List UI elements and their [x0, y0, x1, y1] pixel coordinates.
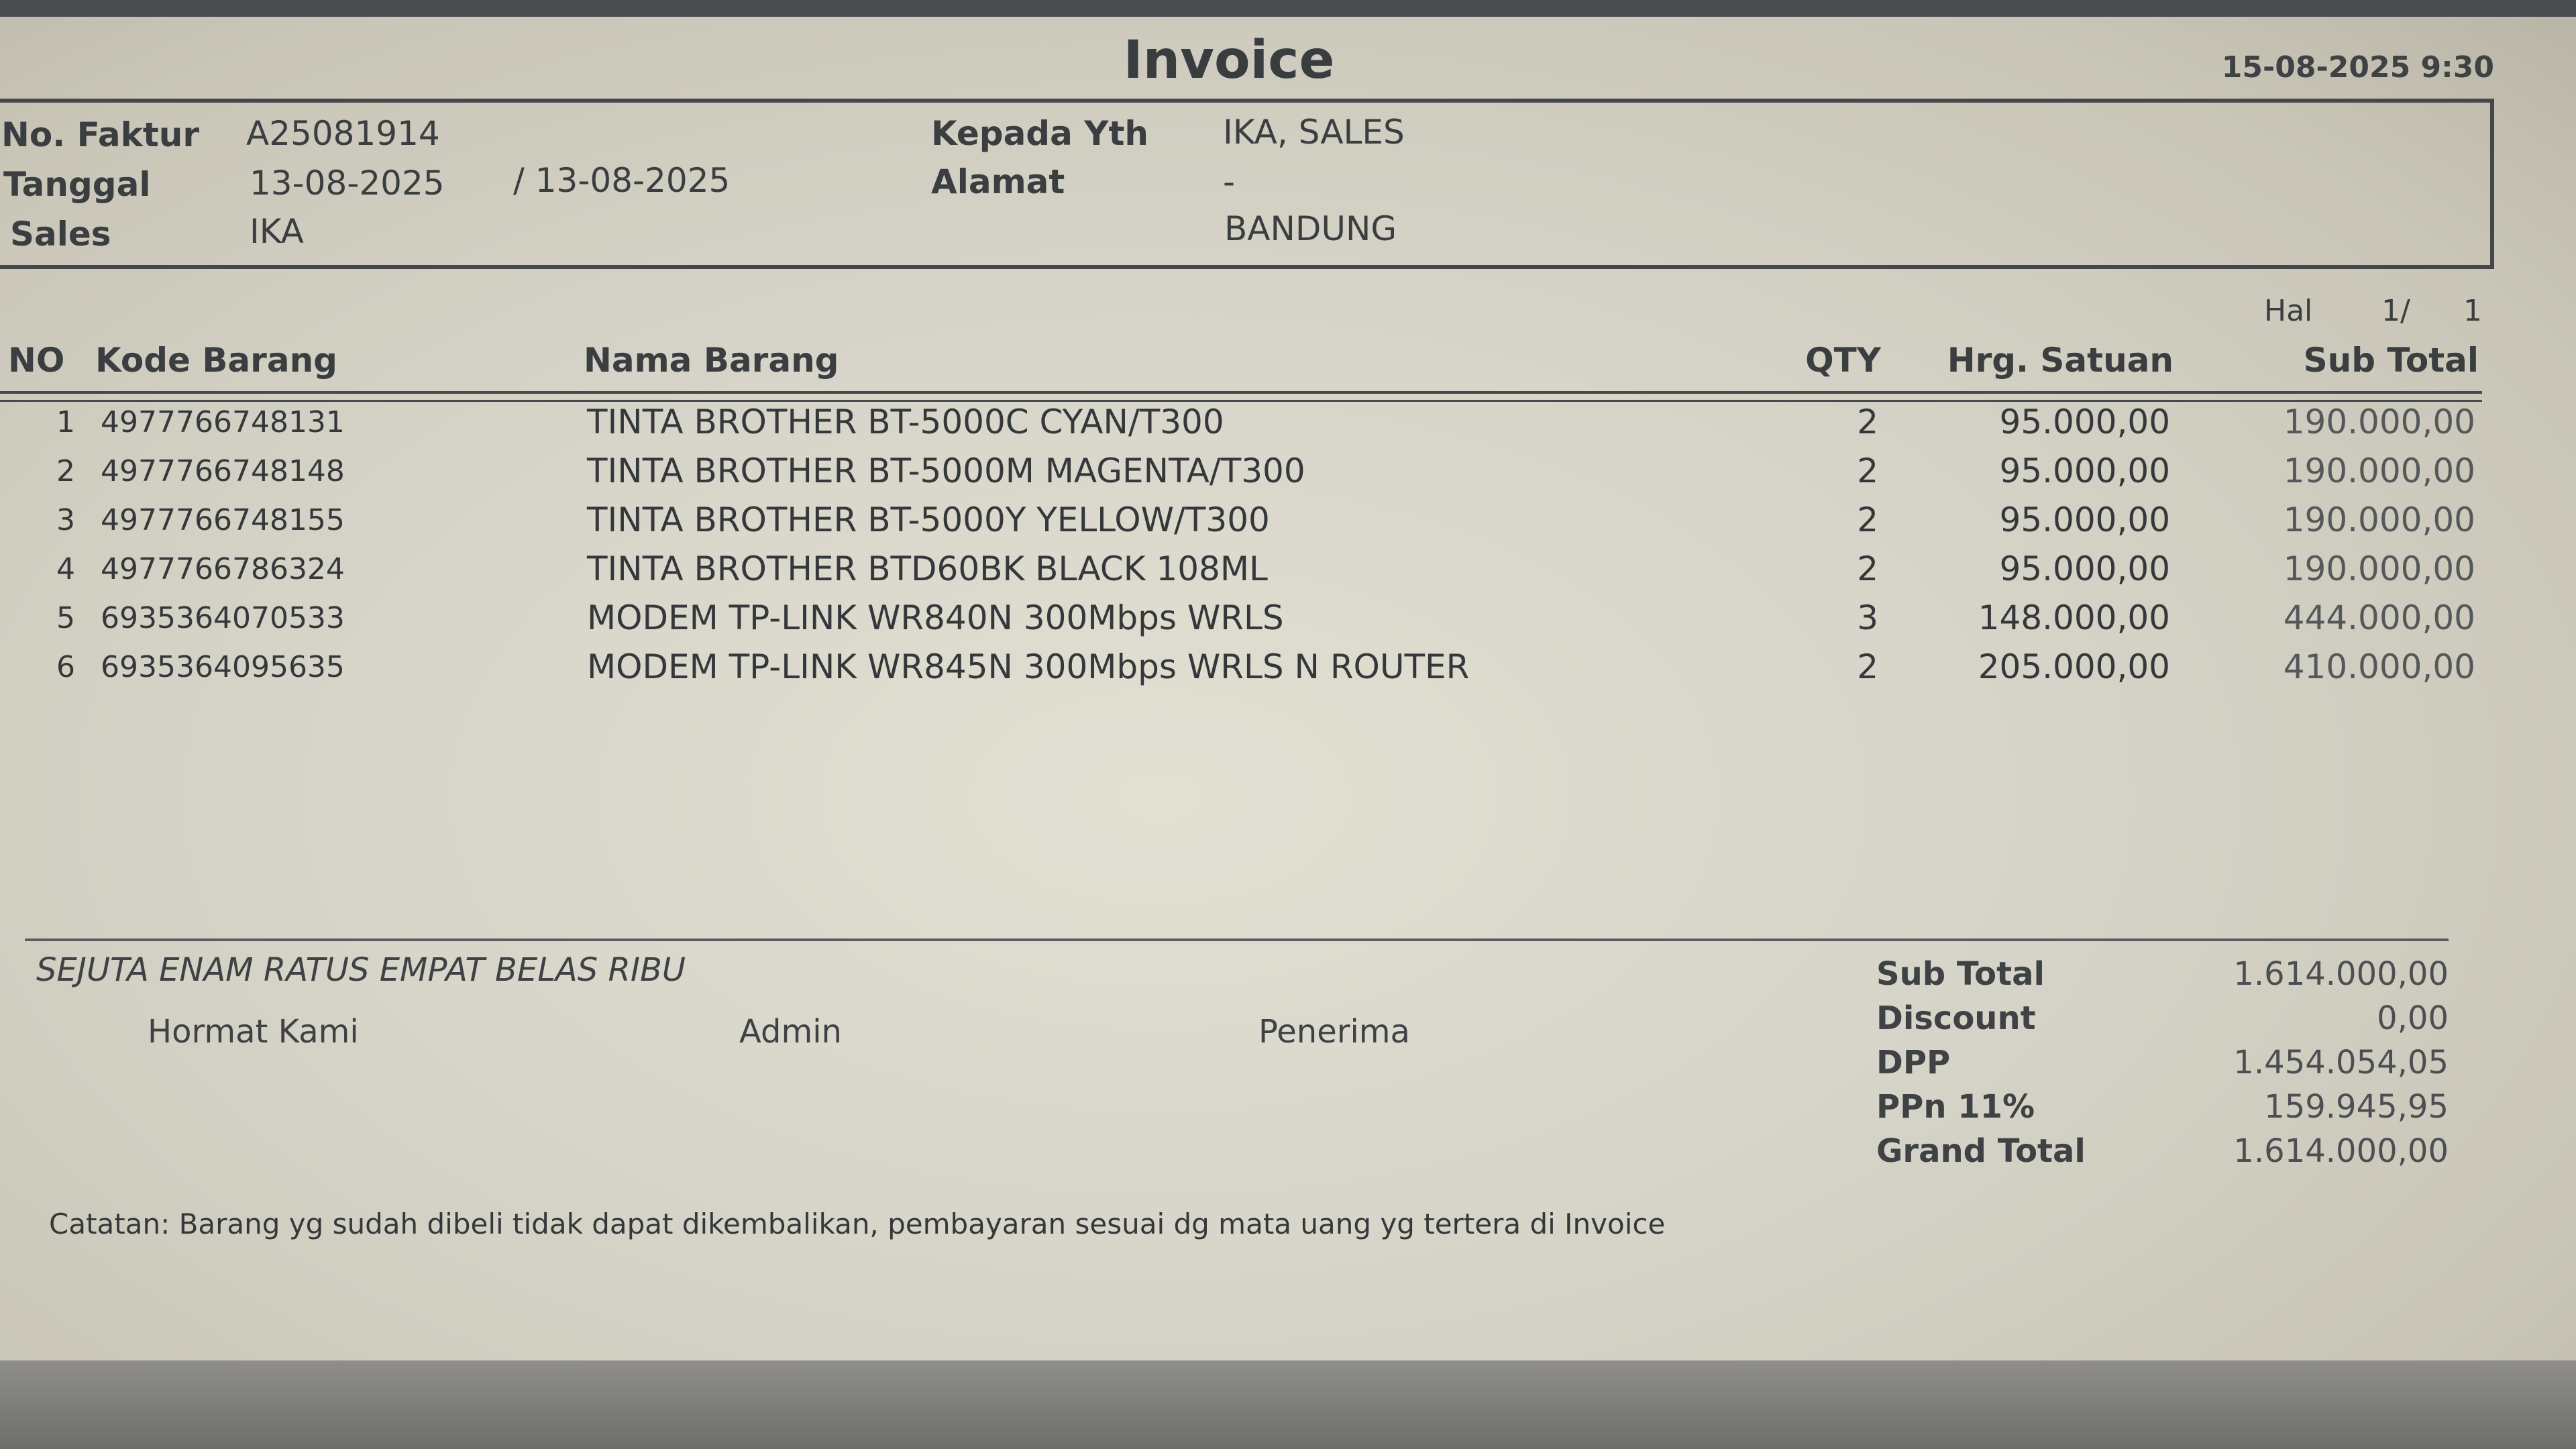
item-kode: 4977766748155: [101, 503, 345, 537]
item-qty: 3: [1857, 598, 1878, 637]
alamat-value: -: [1223, 162, 1236, 201]
col-harga: Hrg. Satuan: [1947, 341, 2174, 380]
page-total: 1: [2463, 294, 2482, 328]
col-no: NO: [8, 341, 65, 380]
total-label: DPP: [1876, 1044, 1951, 1081]
item-nama: TINTA BROTHER BTD60BK BLACK 108ML: [587, 549, 1268, 588]
item-harga: 95.000,00: [1999, 451, 2170, 490]
item-nama: TINTA BROTHER BT-5000Y YELLOW/T300: [587, 500, 1270, 539]
total-value: 1.454.054,05: [2233, 1044, 2449, 1081]
top-bezel: [0, 0, 2576, 17]
item-harga: 95.000,00: [1999, 500, 2170, 539]
item-subtotal: 444.000,00: [2283, 598, 2475, 637]
note: Catatan: Barang yg sudah dibeli tidak da…: [49, 1208, 1666, 1240]
item-no: 4: [56, 552, 75, 586]
item-nama: MODEM TP-LINK WR845N 300Mbps WRLS N ROUT…: [587, 647, 1470, 686]
item-subtotal: 190.000,00: [2283, 549, 2475, 588]
item-no: 5: [56, 601, 75, 635]
item-kode: 6935364095635: [101, 650, 345, 684]
col-nama: Nama Barang: [584, 341, 839, 380]
total-value: 0,00: [2377, 1000, 2449, 1037]
page-label: Hal: [2264, 294, 2313, 328]
item-qty: 2: [1857, 647, 1878, 686]
total-label: PPn 11%: [1876, 1088, 2035, 1126]
item-qty: 2: [1857, 451, 1878, 490]
header-box: [0, 99, 2494, 269]
item-harga: 205.000,00: [1978, 647, 2170, 686]
total-label: Grand Total: [1876, 1132, 2086, 1170]
tanggal-value: 13-08-2025: [250, 164, 445, 203]
no-faktur-label: No. Faktur: [1, 115, 199, 154]
item-no: 6: [56, 650, 75, 684]
item-qty: 2: [1857, 402, 1878, 441]
item-no: 3: [56, 503, 75, 537]
signature-hormat: Hormat Kami: [148, 1013, 359, 1051]
item-kode: 6935364070533: [101, 601, 345, 635]
total-value: 159.945,95: [2264, 1088, 2449, 1126]
signature-penerima: Penerima: [1258, 1013, 1410, 1051]
col-kode: Kode Barang: [95, 341, 337, 380]
item-kode: 4977766748131: [101, 405, 345, 439]
kepada-label: Kepada Yth: [931, 114, 1148, 153]
footer-separator: [25, 938, 2449, 941]
item-subtotal: 190.000,00: [2283, 451, 2475, 490]
item-nama: TINTA BROTHER BT-5000M MAGENTA/T300: [587, 451, 1305, 490]
item-nama: TINTA BROTHER BT-5000C CYAN/T300: [587, 402, 1224, 441]
item-harga: 95.000,00: [1999, 549, 2170, 588]
item-harga: 148.000,00: [1978, 598, 2170, 637]
item-kode: 4977766748148: [101, 454, 345, 488]
print-datetime: 15-08-2025 9:30: [2221, 50, 2494, 85]
header-line-bottom: [0, 400, 2482, 402]
item-qty: 2: [1857, 500, 1878, 539]
tanggal-label: Tanggal: [3, 165, 151, 204]
tanggal-value-2: / 13-08-2025: [513, 161, 731, 200]
kota-value: BANDUNG: [1224, 209, 1397, 248]
total-value: 1.614.000,00: [2233, 1132, 2449, 1170]
terbilang: SEJUTA ENAM RATUS EMPAT BELAS RIBU: [36, 951, 686, 989]
signature-admin: Admin: [739, 1013, 842, 1051]
bottom-bezel: [0, 1360, 2576, 1449]
invoice-title: Invoice: [1123, 30, 1335, 91]
sales-value: IKA: [250, 212, 304, 251]
item-harga: 95.000,00: [1999, 402, 2170, 441]
col-subtotal: Sub Total: [2303, 341, 2479, 380]
item-kode: 4977766786324: [101, 552, 345, 586]
item-subtotal: 190.000,00: [2283, 500, 2475, 539]
item-subtotal: 410.000,00: [2283, 647, 2475, 686]
item-qty: 2: [1857, 549, 1878, 588]
total-label: Discount: [1876, 1000, 2036, 1037]
col-qty: QTY: [1805, 341, 1881, 380]
item-no: 2: [56, 454, 75, 488]
kepada-value: IKA, SALES: [1223, 113, 1405, 152]
header-line-top: [0, 391, 2482, 394]
sales-label: Sales: [10, 215, 111, 254]
page-current: 1/: [2381, 294, 2410, 328]
item-subtotal: 190.000,00: [2283, 402, 2475, 441]
alamat-label: Alamat: [931, 162, 1065, 201]
item-no: 1: [56, 405, 75, 439]
total-label: Sub Total: [1876, 955, 2045, 993]
no-faktur-value: A25081914: [246, 114, 440, 153]
item-nama: MODEM TP-LINK WR840N 300Mbps WRLS: [587, 598, 1284, 637]
total-value: 1.614.000,00: [2233, 955, 2449, 993]
